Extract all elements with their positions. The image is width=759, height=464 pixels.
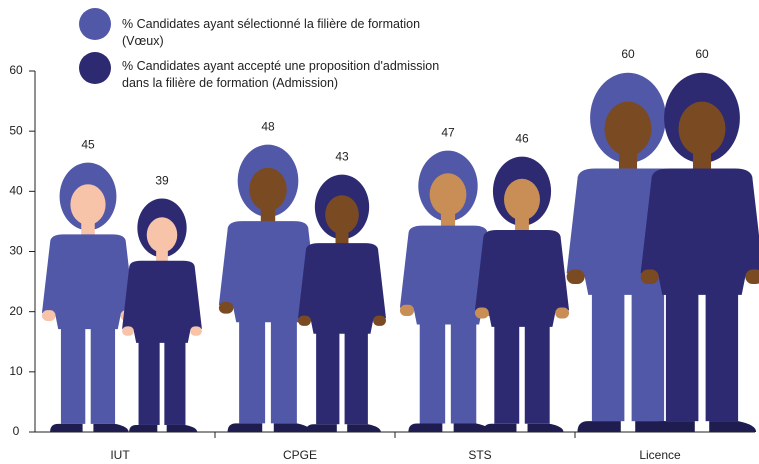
face [70,184,106,225]
leg [665,291,699,422]
hand [373,315,386,326]
shoe [227,423,263,432]
hand [555,307,570,319]
x-tick-label: IUT [110,448,130,462]
hand [640,269,659,284]
y-tick-label: 40 [9,184,23,198]
face [325,195,359,235]
face [146,217,178,253]
hand [218,302,234,314]
value-label: 39 [155,174,169,188]
leg [705,291,739,422]
person [41,162,135,432]
person [474,156,570,432]
person [218,144,318,432]
face [429,173,467,216]
value-label: 60 [695,47,709,61]
face [604,101,652,156]
value-label: 46 [515,131,529,145]
torso [474,229,570,327]
torso [399,225,497,325]
face [678,101,726,156]
leg [270,319,297,424]
torso [640,168,759,295]
x-tick-label: Licence [639,448,681,462]
value-label: 60 [621,47,635,61]
leg [90,326,116,424]
y-tick-label: 30 [9,244,23,258]
torso [218,221,318,323]
hand [474,307,489,319]
legend-swatch [79,52,111,84]
value-label: 43 [335,149,349,163]
neck [81,220,95,238]
hand [399,304,415,317]
person [298,174,386,432]
leg [239,319,266,424]
leg [138,340,160,425]
torso [298,243,386,334]
y-tick-label: 10 [9,364,23,378]
leg [344,331,368,425]
hand [41,310,56,321]
neck [440,211,456,229]
shoe [93,423,129,432]
hand [190,326,202,336]
person [399,150,497,432]
neck [260,206,276,225]
shoe [305,424,337,432]
y-tick-label: 20 [9,304,23,318]
shoe [527,423,564,432]
shoe [483,423,517,432]
legend-swatch [79,8,111,40]
leg [60,326,86,424]
leg [524,324,550,424]
legend-label: % Candidates ayant accepté une propositi… [122,59,440,90]
shoe [129,424,158,432]
x-tick-label: CPGE [283,448,317,462]
y-tick-label: 50 [9,123,23,137]
shoe [651,421,695,432]
person [640,72,759,432]
y-tick-label: 60 [9,63,23,77]
torso [41,234,135,330]
leg [631,291,665,422]
shoe [408,423,443,432]
hand [122,326,134,336]
hand [566,269,585,284]
leg [450,321,477,424]
shoe [166,424,198,432]
neck [335,230,349,246]
person [122,198,202,432]
shoe [347,424,381,432]
value-label: 47 [441,125,455,139]
shoe [50,423,83,432]
neck [515,216,529,233]
leg [591,291,625,422]
hand [298,315,311,326]
shoe [709,421,757,432]
neck [156,248,168,264]
value-label: 48 [261,119,275,133]
shoe [453,423,491,432]
legend-label: % Candidates ayant sélectionné la filièr… [122,17,421,48]
neck [618,150,638,173]
value-label: 45 [81,137,95,151]
leg [316,331,340,425]
leg [419,321,446,424]
shoe [273,423,312,432]
leg [164,340,186,425]
hand [745,269,759,284]
shoe [577,421,621,432]
face [504,178,540,221]
face [249,167,287,212]
torso [122,260,202,343]
y-tick-label: 0 [13,424,20,438]
neck [692,150,712,173]
x-tick-label: STS [468,448,491,462]
leg [494,324,520,424]
